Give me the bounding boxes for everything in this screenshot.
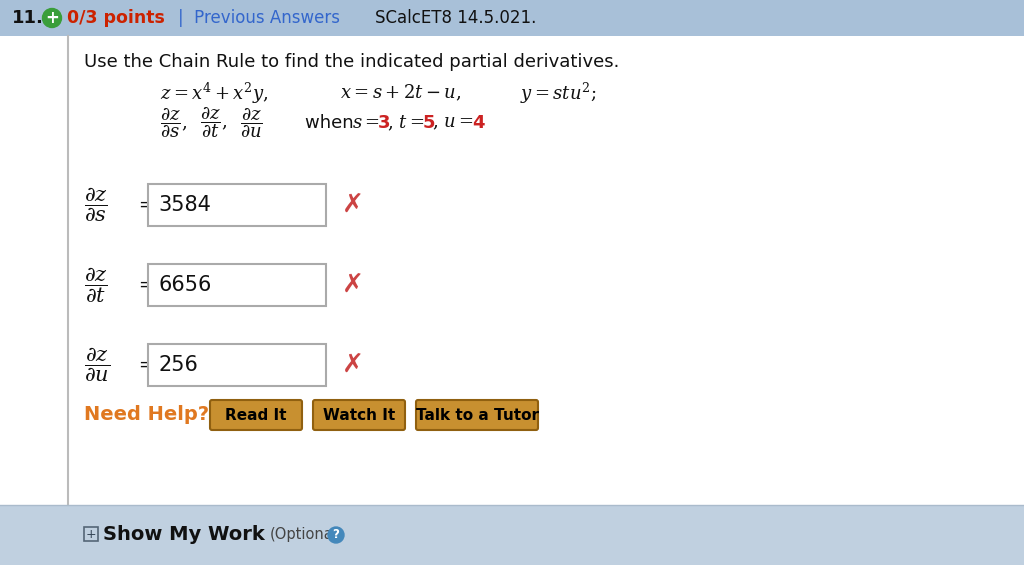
Text: $\dfrac{\partial z}{\partial s},$: $\dfrac{\partial z}{\partial s},$ xyxy=(160,106,187,140)
Text: =: = xyxy=(138,196,153,214)
Bar xyxy=(148,184,326,226)
Text: +: + xyxy=(45,9,59,27)
Text: 3: 3 xyxy=(378,114,390,132)
FancyBboxPatch shape xyxy=(210,400,302,430)
Text: =: = xyxy=(138,356,153,374)
Text: $, \, t = $: $, \, t = $ xyxy=(387,114,425,133)
Bar xyxy=(148,344,326,386)
Text: |  Previous Answers: | Previous Answers xyxy=(178,9,340,27)
Text: $\dfrac{\partial z}{\partial s}$: $\dfrac{\partial z}{\partial s}$ xyxy=(84,186,108,224)
Text: +: + xyxy=(86,528,96,541)
Text: Show My Work: Show My Work xyxy=(103,525,265,545)
Bar xyxy=(84,527,98,541)
Text: $\dfrac{\partial z}{\partial t},$: $\dfrac{\partial z}{\partial t},$ xyxy=(200,106,227,140)
Text: ✗: ✗ xyxy=(342,352,365,378)
FancyBboxPatch shape xyxy=(416,400,538,430)
Text: Need Help?: Need Help? xyxy=(84,406,209,424)
Text: $\dfrac{\partial z}{\partial u}$: $\dfrac{\partial z}{\partial u}$ xyxy=(84,346,111,384)
Text: (Optional): (Optional) xyxy=(270,528,343,542)
Bar xyxy=(148,264,326,306)
Text: Read It: Read It xyxy=(225,407,287,423)
Text: $\dfrac{\partial z}{\partial t}$: $\dfrac{\partial z}{\partial t}$ xyxy=(84,265,108,305)
Text: 6656: 6656 xyxy=(158,275,211,295)
Text: Watch It: Watch It xyxy=(323,407,395,423)
Text: ?: ? xyxy=(333,528,339,541)
Text: $z = x^4 + x^2y,$: $z = x^4 + x^2y,$ xyxy=(160,80,268,106)
Text: $\dfrac{\partial z}{\partial u}$: $\dfrac{\partial z}{\partial u}$ xyxy=(240,106,263,140)
Text: 11.: 11. xyxy=(12,9,44,27)
Circle shape xyxy=(43,8,61,28)
Text: 0/3 points: 0/3 points xyxy=(67,9,165,27)
Text: $x = s + 2t - u,$: $x = s + 2t - u,$ xyxy=(340,83,462,103)
Text: $, \, u = $: $, \, u = $ xyxy=(432,114,474,132)
Text: Use the Chain Rule to find the indicated partial derivatives.: Use the Chain Rule to find the indicated… xyxy=(84,53,620,71)
Bar xyxy=(0,0,1024,36)
Text: $y = stu^2;$: $y = stu^2;$ xyxy=(520,80,596,106)
Text: 256: 256 xyxy=(158,355,198,375)
Text: when: when xyxy=(305,114,359,132)
FancyBboxPatch shape xyxy=(313,400,406,430)
Bar xyxy=(0,505,1024,565)
Text: SCalcET8 14.5.021.: SCalcET8 14.5.021. xyxy=(375,9,537,27)
Text: $s = $: $s = $ xyxy=(352,114,380,132)
Text: 3584: 3584 xyxy=(158,195,211,215)
Text: ✗: ✗ xyxy=(342,192,365,218)
Circle shape xyxy=(328,527,344,543)
Bar xyxy=(0,36,1024,536)
Text: 4: 4 xyxy=(472,114,484,132)
Text: =: = xyxy=(138,276,153,294)
Text: 5: 5 xyxy=(423,114,435,132)
Text: Talk to a Tutor: Talk to a Tutor xyxy=(416,407,539,423)
Text: ✗: ✗ xyxy=(342,272,365,298)
